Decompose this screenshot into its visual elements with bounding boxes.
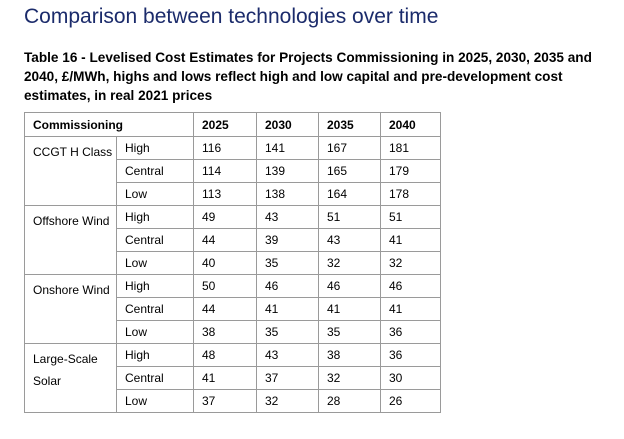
value-cell: 38 (193, 320, 257, 344)
table-row: Offshore Wind High 49 43 51 51 (24, 205, 441, 275)
value-cell: 167 (318, 136, 381, 160)
value-cell: 32 (380, 251, 441, 275)
value-cell: 32 (256, 389, 319, 413)
value-cell: 46 (256, 274, 319, 298)
technology-cell: Large-Scale Solar (24, 343, 117, 413)
value-cell: 36 (380, 320, 441, 344)
level-cell: Low (116, 182, 194, 206)
table-row: Central 114 139 165 179 (25, 159, 441, 183)
value-cell: 28 (318, 389, 381, 413)
header-year: 2030 (256, 112, 319, 137)
value-cell: 43 (256, 205, 319, 229)
header-commissioning: Commissioning (24, 112, 194, 137)
value-cell: 41 (380, 228, 441, 252)
value-cell: 164 (318, 182, 381, 206)
value-cell: 32 (318, 366, 381, 390)
table-row: Low 37 32 28 26 (25, 389, 441, 413)
value-cell: 179 (380, 159, 441, 183)
level-cell: Low (116, 320, 194, 344)
value-cell: 49 (193, 205, 257, 229)
table-row: Central 44 41 41 41 (25, 297, 441, 321)
level-cell: High (116, 136, 194, 160)
value-cell: 37 (193, 389, 257, 413)
technology-cell: Onshore Wind (24, 274, 117, 344)
value-cell: 40 (193, 251, 257, 275)
level-cell: Central (116, 159, 194, 183)
technology-cell: Offshore Wind (24, 205, 117, 275)
level-cell: High (116, 343, 194, 367)
value-cell: 44 (193, 297, 257, 321)
table-header-row: Commissioning 2025 2030 2035 2040 (24, 112, 441, 137)
value-cell: 50 (193, 274, 257, 298)
value-cell: 37 (256, 366, 319, 390)
value-cell: 51 (380, 205, 441, 229)
table-row: Onshore Wind High 50 46 46 46 (24, 274, 441, 344)
technology-cell: CCGT H Class (24, 136, 117, 206)
levelised-cost-table: Commissioning 2025 2030 2035 2040 CCGT H… (24, 112, 441, 413)
value-cell: 51 (318, 205, 381, 229)
header-year: 2035 (318, 112, 381, 137)
value-cell: 116 (193, 136, 257, 160)
level-cell: Central (116, 297, 194, 321)
value-cell: 141 (256, 136, 319, 160)
value-cell: 139 (256, 159, 319, 183)
value-cell: 114 (193, 159, 257, 183)
header-year: 2040 (380, 112, 441, 137)
table-row: Central 44 39 43 41 (25, 228, 441, 252)
value-cell: 48 (193, 343, 257, 367)
value-cell: 46 (318, 274, 381, 298)
level-cell: High (116, 274, 194, 298)
level-cell: Low (116, 389, 194, 413)
value-cell: 26 (380, 389, 441, 413)
value-cell: 41 (318, 297, 381, 321)
header-year: 2025 (193, 112, 257, 137)
table-row: Large-Scale Solar High 48 43 38 36 (24, 343, 441, 413)
value-cell: 41 (193, 366, 257, 390)
level-cell: Central (116, 228, 194, 252)
value-cell: 178 (380, 182, 441, 206)
value-cell: 30 (380, 366, 441, 390)
table-row: Low 113 138 164 178 (25, 182, 441, 206)
value-cell: 39 (256, 228, 319, 252)
value-cell: 165 (318, 159, 381, 183)
value-cell: 43 (318, 228, 381, 252)
table-row: Low 40 35 32 32 (25, 251, 441, 275)
value-cell: 113 (193, 182, 257, 206)
value-cell: 46 (380, 274, 441, 298)
page-heading: Comparison between technologies over tim… (24, 5, 439, 28)
level-cell: High (116, 205, 194, 229)
value-cell: 38 (318, 343, 381, 367)
value-cell: 35 (256, 320, 319, 344)
level-cell: Low (116, 251, 194, 275)
level-cell: Central (116, 366, 194, 390)
table-row: Low 38 35 35 36 (25, 320, 441, 344)
table-row: CCGT H Class High 116 141 167 181 (24, 136, 441, 206)
value-cell: 41 (380, 297, 441, 321)
value-cell: 35 (318, 320, 381, 344)
value-cell: 36 (380, 343, 441, 367)
value-cell: 35 (256, 251, 319, 275)
value-cell: 32 (318, 251, 381, 275)
table-caption: Table 16 - Levelised Cost Estimates for … (24, 50, 592, 103)
value-cell: 138 (256, 182, 319, 206)
value-cell: 44 (193, 228, 257, 252)
value-cell: 43 (256, 343, 319, 367)
value-cell: 181 (380, 136, 441, 160)
value-cell: 41 (256, 297, 319, 321)
